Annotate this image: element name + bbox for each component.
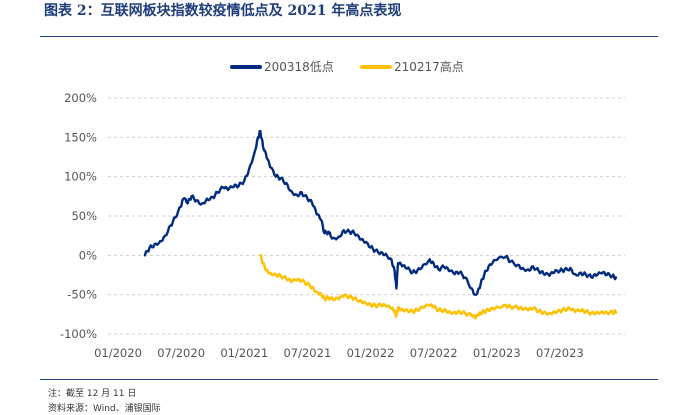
chart-grid xyxy=(108,97,625,335)
y-tick-label: 50% xyxy=(71,209,97,223)
x-tick-label: 01/2020 xyxy=(94,346,142,360)
x-tick-label: 01/2021 xyxy=(220,346,268,360)
y-tick-label: -50% xyxy=(67,288,97,302)
source-note: 资料来源：Wind、浦银国际 xyxy=(48,404,161,414)
chart-legend[interactable]: 200318低点 210217高点 xyxy=(230,59,464,74)
legend-item-label[interactable]: 210217高点 xyxy=(394,59,464,74)
line-chart: 200% 150% 100% 50% 0% -50% -100% 01/2020 07/202… xyxy=(60,59,625,360)
series-line-1 xyxy=(143,129,618,296)
x-tick-label: 07/2022 xyxy=(410,346,458,360)
chart-series xyxy=(143,129,618,320)
y-tick-label: -100% xyxy=(60,327,97,341)
y-tick-label: 150% xyxy=(64,130,97,144)
title-divider xyxy=(40,36,658,37)
x-tick-label: 01/2022 xyxy=(347,346,395,360)
y-tick-label: 200% xyxy=(64,91,97,105)
x-tick-label: 07/2021 xyxy=(283,346,331,360)
y-axis-ticks: 200% 150% 100% 50% 0% -50% -100% xyxy=(60,91,97,341)
x-axis-ticks: 01/2020 07/2020 01/2021 07/2021 01/2022 07/20… xyxy=(94,346,584,360)
x-tick-label: 07/2020 xyxy=(157,346,205,360)
footnote: 注：截至 12 月 11 日 xyxy=(48,389,137,399)
chart-title: 图表 2：互联网板块指数较疫情低点及 2021 年高点表现 xyxy=(44,3,402,19)
x-tick-label: 01/2023 xyxy=(473,346,521,360)
y-tick-label: 100% xyxy=(64,170,97,184)
legend-item-label[interactable]: 200318低点 xyxy=(264,60,334,74)
series-line-2 xyxy=(259,254,618,320)
y-tick-label: 0% xyxy=(79,248,97,262)
footer-divider xyxy=(40,379,658,380)
x-tick-label: 07/2023 xyxy=(536,346,584,360)
